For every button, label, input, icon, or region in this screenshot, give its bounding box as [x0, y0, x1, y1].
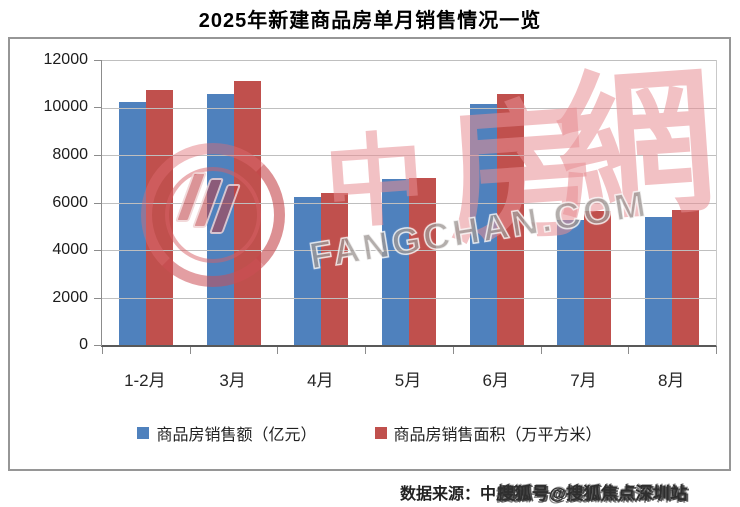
- x-axis-tick: [540, 347, 542, 354]
- y-axis-label: 12000: [43, 51, 89, 68]
- legend-label: 商品房销售面积（万平方米）: [393, 427, 602, 444]
- gridline: [102, 107, 716, 109]
- y-axis-tick: [94, 249, 102, 251]
- legend-item: 商品房销售额（亿元）: [137, 421, 317, 445]
- legend-swatch-icon: [374, 427, 387, 439]
- gridline: [102, 202, 716, 204]
- x-axis-tick: [716, 347, 717, 354]
- y-axis-label: 4000: [52, 240, 88, 258]
- y-axis-label: 2000: [52, 288, 88, 306]
- bar: [672, 209, 700, 345]
- bar: [645, 216, 673, 345]
- chart-title: 2025年新建商品房单月销售情况一览: [198, 10, 542, 32]
- x-axis-label: 6月: [482, 371, 509, 390]
- y-axis-tick: [94, 202, 102, 204]
- bar: [382, 178, 410, 345]
- y-axis-label: 0: [79, 336, 88, 353]
- source-text: 数据来源：中房网: [400, 486, 529, 503]
- x-axis-tick: [277, 347, 279, 354]
- bar-group: [453, 60, 541, 345]
- chart-frame: 0 2000 4000 6000 8000 10000 12000 1-2月 3月 4月 5月 6月…: [8, 37, 731, 471]
- bar: [206, 94, 234, 345]
- legend-label: 商品房销售额（亿元）: [156, 427, 317, 444]
- bar: [584, 210, 612, 345]
- legend-item: 商品房销售面积（万平方米）: [374, 421, 602, 445]
- bar: [557, 220, 585, 345]
- y-axis-tick: [94, 154, 102, 156]
- plot-area: 0 2000 4000 6000 8000 10000 12000: [44, 51, 717, 354]
- bar: [145, 89, 173, 345]
- gridline: [102, 60, 716, 61]
- x-axis-tick: [452, 347, 454, 354]
- gridline: [102, 297, 716, 299]
- bar-group: [541, 60, 629, 345]
- bar: [409, 177, 437, 345]
- legend-swatch-icon: [137, 427, 150, 439]
- bar: [469, 103, 497, 345]
- gridline: [102, 250, 716, 251]
- bar-group: [365, 60, 453, 345]
- x-axis-tick: [365, 347, 367, 354]
- y-axis-tick: [94, 60, 102, 61]
- x-axis-tick: [628, 347, 630, 354]
- x-axis-tick: [189, 347, 191, 354]
- watermark-overlay-text: 搜狐号@搜狐焦点深圳站: [497, 484, 688, 503]
- bar: [321, 193, 349, 345]
- y-axis-tick: [94, 107, 102, 109]
- x-axis-label: 8月: [657, 371, 685, 390]
- y-axis-label: 8000: [52, 145, 88, 163]
- legend: 商品房销售额（亿元） 商品房销售面积（万平方米）: [10, 421, 729, 445]
- gridline: [102, 155, 716, 156]
- x-axis-label: 7月: [570, 371, 597, 390]
- x-axis-label: 5月: [394, 371, 422, 390]
- bar: [294, 196, 322, 345]
- bar: [118, 101, 146, 345]
- y-axis-tick: [94, 345, 102, 346]
- bar: [496, 94, 524, 345]
- bar-group: [277, 60, 365, 345]
- bar: [233, 81, 261, 345]
- x-axis-label: 4月: [307, 371, 334, 390]
- x-axis-label: 3月: [219, 371, 246, 390]
- y-axis-tick: [94, 297, 102, 299]
- y-axis-label: 6000: [52, 193, 88, 211]
- x-axis-tick: [102, 347, 103, 354]
- y-axis-label: 10000: [43, 98, 89, 116]
- x-axis-label: 1-2月: [124, 371, 166, 390]
- bar-groups: [102, 60, 716, 345]
- bar-group: [628, 60, 716, 345]
- x-axis-labels: 1-2月 3月 4月 5月 6月 7月 8月: [101, 366, 715, 391]
